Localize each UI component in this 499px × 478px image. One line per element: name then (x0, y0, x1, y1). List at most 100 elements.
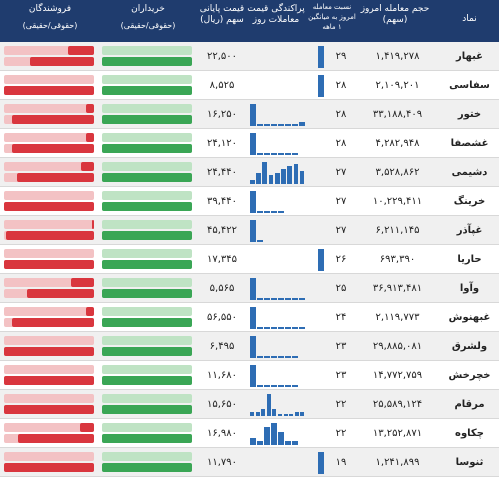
spread-bar (264, 152, 270, 155)
table-row: غبهار ۱,۴۱۹,۲۷۸ ۲۹ ۲۲,۵۰۰ (0, 42, 499, 71)
buy-bar (102, 347, 192, 356)
spread-bar (272, 409, 277, 416)
table-row: غپآذر ۶,۲۱۱,۱۴۵ ۲۷ ۴۵,۴۲۲ (0, 216, 499, 245)
sell-bar (4, 86, 94, 95)
spread-bar (283, 413, 288, 416)
sell-bar (92, 220, 94, 229)
symbol: غپآذر (456, 225, 483, 236)
spread-bar (264, 123, 270, 126)
spread-bar (264, 297, 270, 300)
table-row: ختور ۳۳,۱۸۸,۴۰۹ ۲۸ ۱۶,۲۵۰ (0, 100, 499, 129)
buy-bar (102, 405, 192, 414)
spread-bar (271, 423, 277, 445)
spread-bar (250, 278, 256, 300)
spread-bar (318, 75, 324, 97)
volume: ۲۵,۵۸۹,۱۲۴ (372, 399, 423, 410)
buy-bg (102, 46, 192, 55)
sell-bg (4, 249, 94, 258)
table-row: سفاسی ۲,۱۰۹,۲۰۱ ۲۸ ۸,۵۲۵ (0, 71, 499, 100)
spread-bar (250, 104, 256, 126)
volume: ۲,۱۱۹,۷۷۳ (375, 312, 420, 323)
spread-bar (293, 164, 299, 184)
spread-bar (257, 152, 263, 155)
spread-bar (271, 384, 277, 387)
spread-bar (257, 355, 263, 358)
buy-bg (102, 278, 192, 287)
header-ratio: نسبت معامله امروز به میانگین ۱ ماهه (308, 3, 356, 31)
ratio: ۲۲ (335, 399, 347, 410)
spread-bar (292, 152, 298, 155)
spread-bar (250, 438, 256, 445)
symbol: حاریا (457, 254, 482, 265)
sell-bg (4, 365, 94, 374)
spread-bar (278, 384, 284, 387)
ratio: ۲۲ (335, 428, 347, 439)
symbol: ثنوسا (455, 457, 484, 468)
ratio: ۲۷ (335, 225, 347, 236)
sell-bar (4, 202, 94, 211)
ratio: ۱۹ (335, 457, 347, 468)
table-row: ثنوسا ۱,۲۴۱,۸۹۹ ۱۹ ۱۱,۷۹۰ (0, 448, 499, 477)
table-row: غبهنوش ۲,۱۱۹,۷۷۳ ۲۴ ۵۶,۵۵۰ (0, 303, 499, 332)
spread-bar (292, 326, 298, 329)
spread-bar (292, 355, 298, 358)
price: ۵,۵۶۵ (209, 283, 235, 294)
price: ۲۴,۱۲۰ (206, 138, 238, 149)
spread-bar (257, 210, 263, 213)
sell-bar (4, 376, 94, 385)
ratio: ۲۸ (335, 109, 347, 120)
spread-bar (250, 307, 256, 329)
spread-bar (257, 440, 263, 445)
spread-bar (271, 355, 277, 358)
table-row: خچرخش ۱۴,۷۷۲,۷۵۹ ۲۳ ۱۱,۶۸۰ (0, 361, 499, 390)
buy-bg (102, 75, 192, 84)
sell-bg (4, 278, 94, 287)
volume: ۱۳,۲۵۲,۸۷۱ (372, 428, 423, 439)
table-row: خرینگ ۱۰,۲۲۹,۴۱۱ ۲۷ ۳۹,۴۴۰ (0, 187, 499, 216)
volume: ۴,۲۸۲,۹۴۸ (375, 138, 420, 149)
ratio: ۲۷ (335, 196, 347, 207)
buy-bg (102, 452, 192, 461)
spread-bar (299, 297, 305, 300)
header-buyers: خریداران (131, 4, 165, 14)
sell-bar (12, 144, 94, 153)
buy-bg (102, 162, 192, 171)
spread-bar (257, 239, 263, 242)
volume: ۳۶,۹۱۳,۴۸۱ (372, 283, 423, 294)
buy-bg (102, 423, 192, 432)
spread-bar (299, 121, 305, 126)
volume: ۱۰,۲۲۹,۴۱۱ (372, 196, 423, 207)
price: ۱۶,۹۸۰ (206, 428, 238, 439)
price: ۱۶,۲۵۰ (206, 109, 238, 120)
sell-bar (30, 57, 94, 66)
spread-bar (250, 191, 256, 213)
buy-bg (102, 133, 192, 142)
sell-bar (16, 173, 94, 182)
spread-bar (271, 123, 277, 126)
buy-bar (102, 376, 192, 385)
spread-bar (250, 220, 256, 242)
spread-bar (257, 326, 263, 329)
ratio: ۲۸ (335, 138, 347, 149)
sell-bg (4, 133, 94, 142)
volume: ۶,۲۱۱,۱۴۵ (375, 225, 420, 236)
price: ۱۱,۷۹۰ (206, 457, 238, 468)
buy-bg (102, 394, 192, 403)
spread-bar (278, 355, 284, 358)
spread-bar (318, 452, 324, 474)
symbol: دشیمی (451, 167, 488, 178)
buy-bar (102, 434, 192, 443)
spread-bar (292, 440, 298, 445)
spread-bar (250, 336, 256, 358)
spread-bar (278, 123, 284, 126)
spread-bar (271, 210, 277, 213)
sell-bg (4, 162, 94, 171)
buy-bg (102, 336, 192, 345)
spread-bar (250, 179, 255, 184)
spread-bar (278, 152, 284, 155)
buy-bg (102, 307, 192, 316)
price: ۱۷,۳۴۵ (206, 254, 238, 265)
spread-bar (257, 123, 263, 126)
spread-bar (278, 297, 284, 300)
spread-bar (264, 427, 270, 445)
